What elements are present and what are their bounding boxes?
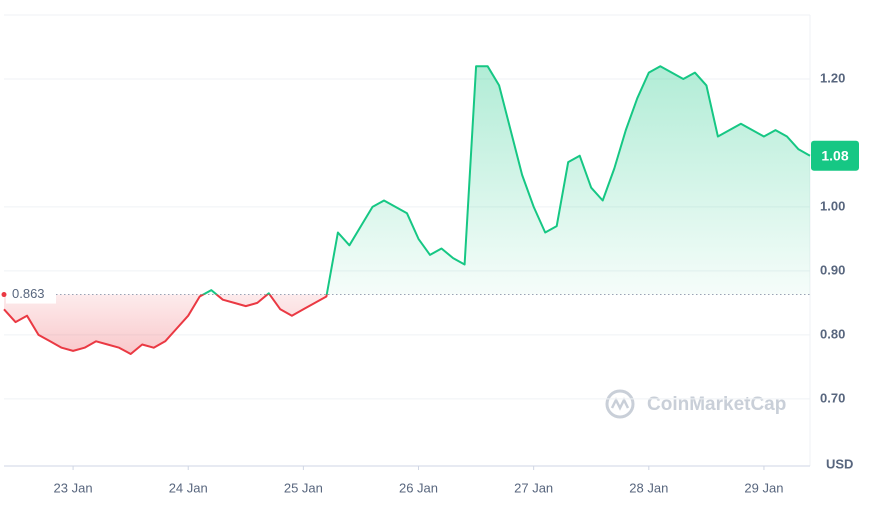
y-tick-label: 1.00	[820, 198, 845, 213]
x-tick-label: 23 Jan	[54, 480, 93, 495]
y-tick-label: 0.70	[820, 390, 845, 405]
y-tick-label: 0.80	[820, 326, 845, 341]
baseline-label: 0.863	[12, 286, 45, 301]
x-tick-label: 29 Jan	[744, 480, 783, 495]
y-tick-label: 1.20	[820, 70, 845, 85]
x-tick-label: 25 Jan	[284, 480, 323, 495]
watermark-logo	[605, 389, 635, 419]
baseline-label-bg	[6, 285, 56, 304]
price-area	[4, 66, 810, 354]
price-badge	[811, 140, 859, 171]
baseline-dot	[1, 292, 7, 298]
x-tick-label: 26 Jan	[399, 480, 438, 495]
x-tick-label: 28 Jan	[629, 480, 668, 495]
unit-label: USD	[826, 456, 853, 471]
x-tick-label: 27 Jan	[514, 480, 553, 495]
watermark: CoinMarketCap	[647, 394, 786, 415]
x-tick-label: 24 Jan	[169, 480, 208, 495]
price-line	[3, 65, 811, 355]
price-badge-label: 1.08	[821, 147, 848, 163]
y-tick-label: 0.90	[820, 262, 845, 277]
